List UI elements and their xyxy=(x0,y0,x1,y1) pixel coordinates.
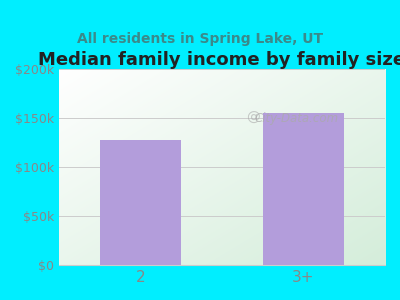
Text: @: @ xyxy=(246,111,260,125)
Title: Median family income by family size: Median family income by family size xyxy=(38,51,400,69)
Bar xyxy=(263,113,344,265)
Text: City-Data.com: City-Data.com xyxy=(255,112,339,124)
Text: All residents in Spring Lake, UT: All residents in Spring Lake, UT xyxy=(77,32,323,46)
Bar xyxy=(100,140,181,265)
